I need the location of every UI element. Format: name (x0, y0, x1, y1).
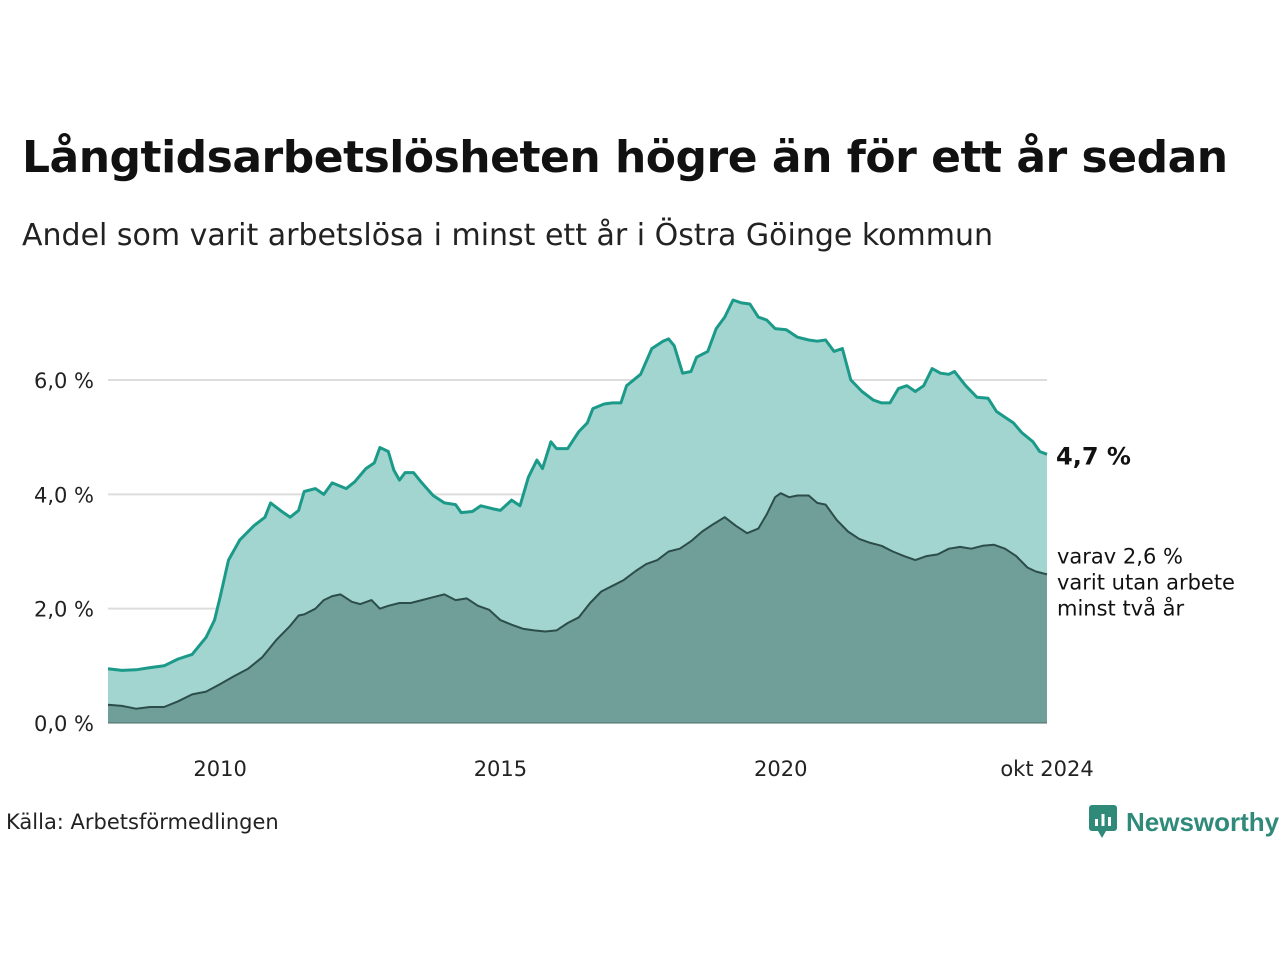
line-series-long-term (107, 298, 1048, 672)
y-tick-label: 6,0 % (34, 369, 94, 393)
y-tick-label: 0,0 % (34, 712, 94, 736)
end-label-series-long-term: 4,7 % (1056, 442, 1131, 470)
x-tick-label: 2010 (193, 757, 246, 781)
newsworthy-logo: Newsworthy (1088, 804, 1279, 840)
y-tick-label: 4,0 % (34, 483, 94, 507)
end-label-series-two-years: varit utan arbete (1057, 570, 1235, 594)
source-note: Källa: Arbetsförmedlingen (6, 810, 279, 834)
end-label-series-two-years: minst två år (1057, 595, 1185, 620)
y-axis-ticks: 0,0 % 2,0 % 4,0 % 6,0 % (34, 369, 94, 736)
end-label-series-two-years: varav 2,6 % (1057, 544, 1183, 568)
chart-subtitle: Andel som varit arbetslösa i minst ett å… (22, 218, 994, 253)
line-series-two-years (107, 492, 1048, 710)
x-tick-label: 2020 (754, 757, 807, 781)
x-axis-ticks: 2010 2015 2020 okt 2024 (193, 757, 1093, 781)
chart-title: Långtidsarbetslösheten högre än för ett … (22, 132, 1228, 183)
newsworthy-logo-icon (1089, 805, 1117, 838)
y-tick-label: 2,0 % (34, 598, 94, 622)
x-tick-label: okt 2024 (1000, 757, 1093, 781)
x-tick-label: 2015 (474, 757, 527, 781)
newsworthy-logo-text: Newsworthy (1126, 806, 1280, 837)
area-series-two-years (108, 493, 1047, 723)
